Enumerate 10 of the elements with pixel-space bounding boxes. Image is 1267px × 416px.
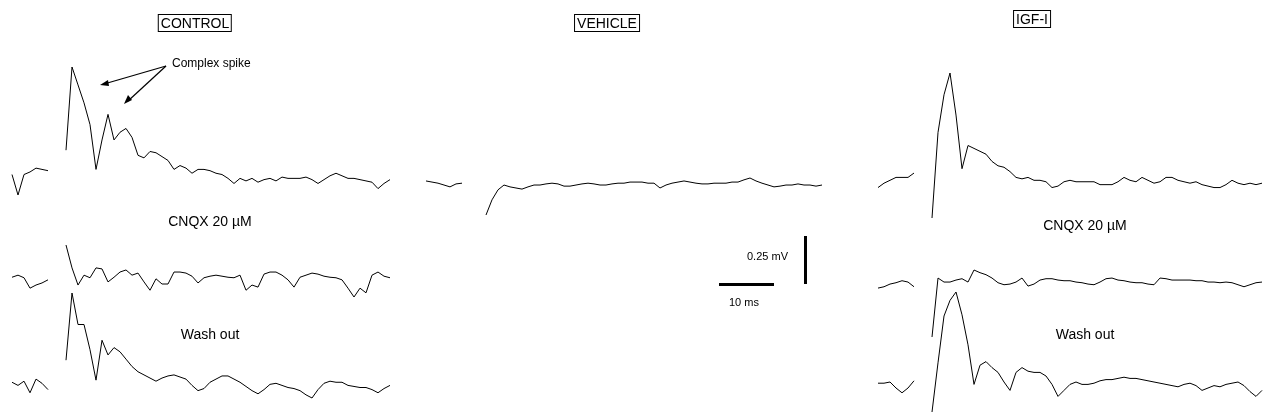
chart-title: CONTROL — [157, 14, 233, 32]
chart-title: CNQX 20 µM — [168, 213, 252, 229]
chart-title: IGF-I — [1013, 10, 1051, 28]
chart-title: CNQX 20 µM — [1043, 217, 1127, 233]
text: Wash out — [180, 326, 240, 342]
text: 10 ms — [729, 296, 759, 308]
text: 0.25 mV — [747, 250, 788, 262]
text: Wash out — [1055, 326, 1115, 342]
chart-title: VEHICLE — [574, 14, 640, 32]
annotation: Complex spike — [172, 56, 251, 70]
